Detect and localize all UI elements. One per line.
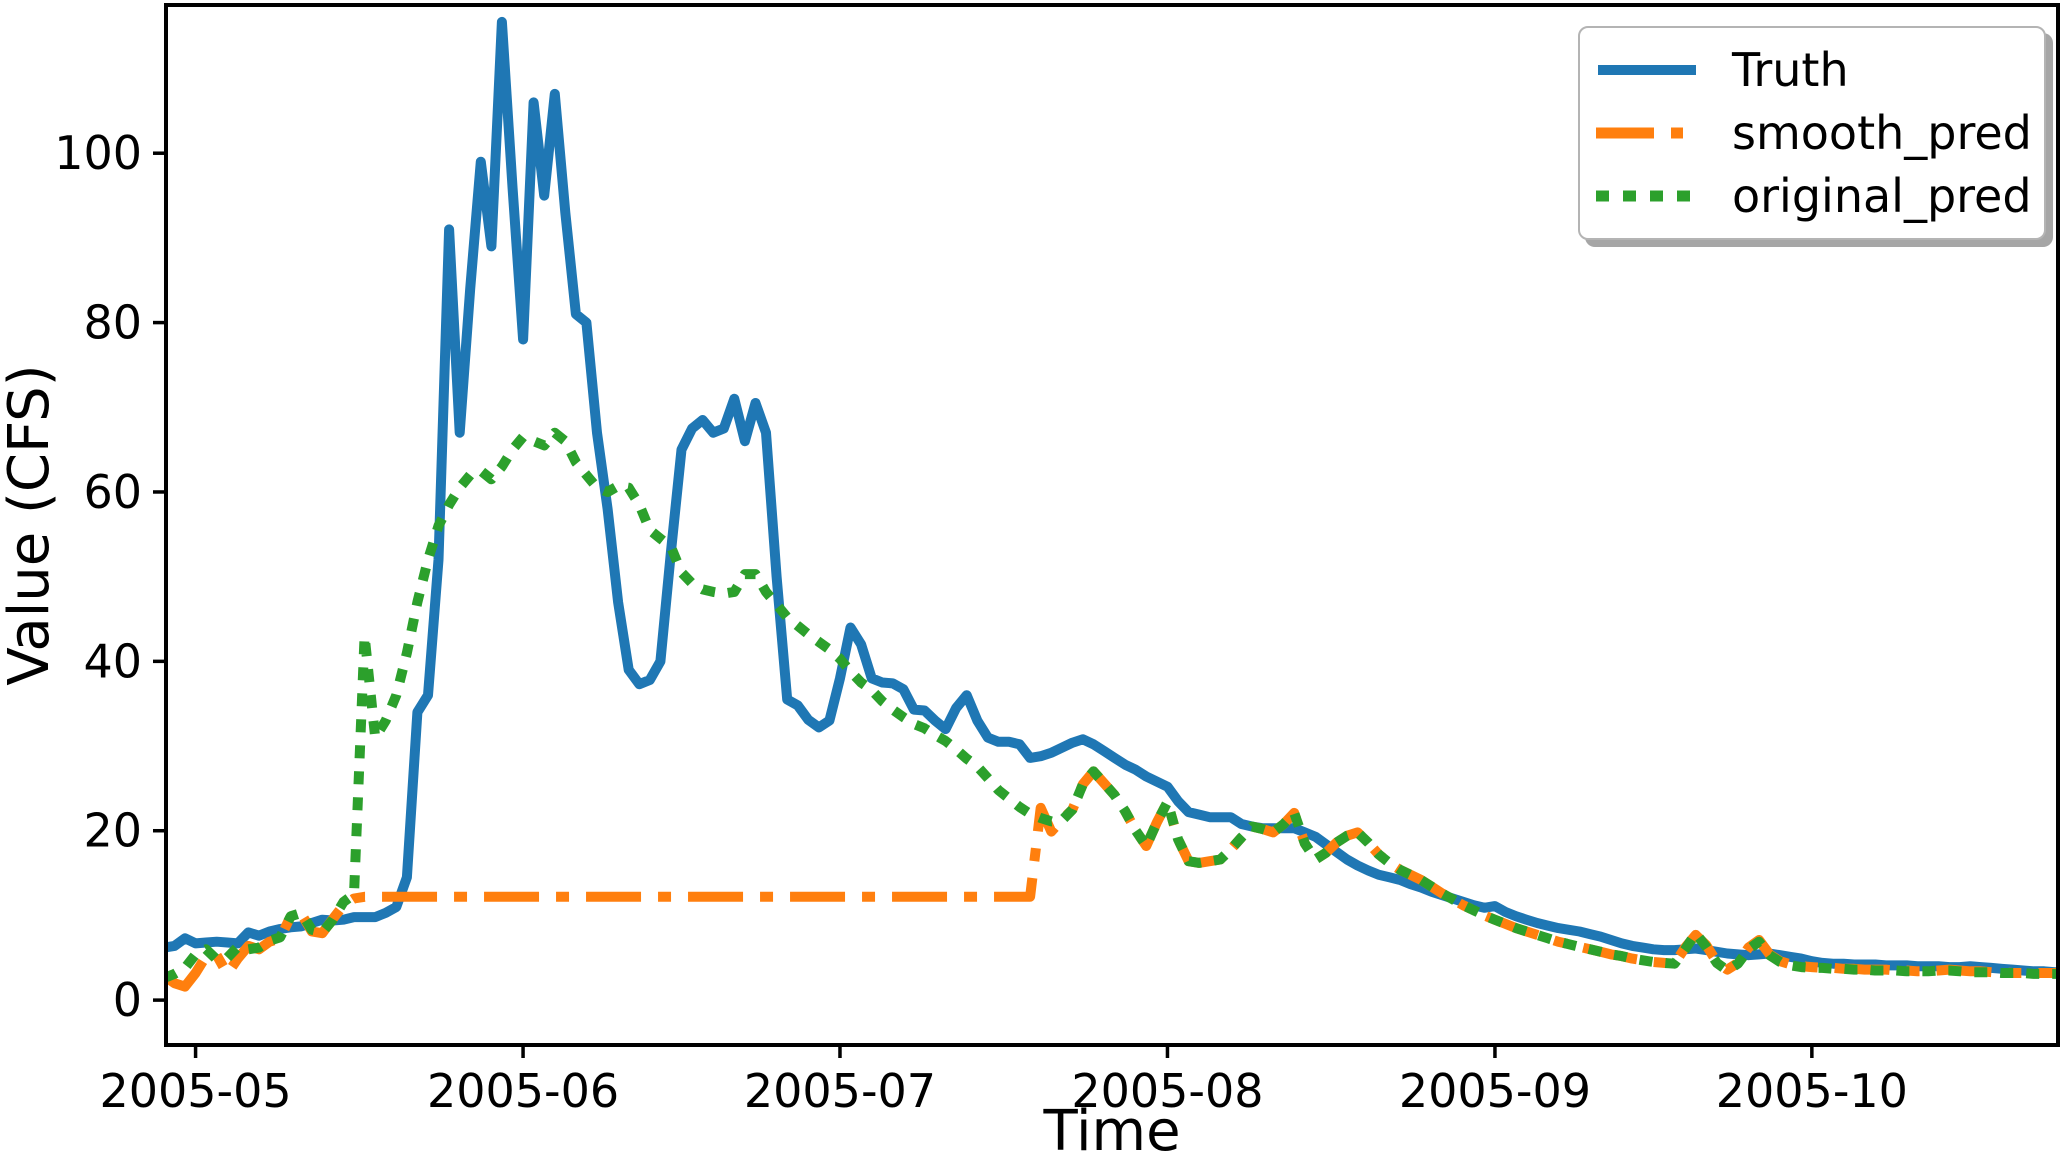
tick-label: 2005-08 — [1071, 1064, 1263, 1118]
legend-label-smooth-pred: smooth_pred — [1732, 105, 2032, 160]
axis-tick-labels: 2005-05 2005-06 2005-07 2005-08 2005-09 2005-… — [54, 126, 1908, 1118]
axis-ticks — [153, 151, 1814, 1058]
tick-label: 2005-09 — [1399, 1064, 1591, 1118]
tick-label: 100 — [54, 126, 142, 180]
legend-item-original-pred: original_pred — [1596, 165, 2044, 228]
truth-line-sample — [1598, 64, 1696, 75]
truth-line — [166, 16, 2058, 978]
x-axis-label: Time — [1042, 1099, 1180, 1160]
tick-label: 80 — [83, 296, 142, 350]
tick-label: 2005-06 — [427, 1064, 619, 1118]
tick-label: 2005-05 — [99, 1064, 291, 1118]
y-axis-label: Value (CFS) — [0, 364, 62, 685]
original-pred-line-sample — [1596, 190, 1698, 202]
smooth-pred-line-sample — [1596, 127, 1698, 139]
plot-frame — [164, 3, 2060, 1047]
legend-item-smooth-pred: smooth_pred — [1596, 101, 2044, 164]
legend: Truth smooth_pred original_pred — [1578, 26, 2046, 240]
smooth-pred-line — [166, 766, 2058, 992]
tick-label: 40 — [83, 634, 142, 688]
legend-label-original-pred: original_pred — [1732, 169, 2032, 224]
legend-label-truth: Truth — [1732, 42, 1849, 97]
tick-label: 60 — [83, 465, 142, 519]
legend-item-truth: Truth — [1596, 38, 2044, 101]
tick-label: 2005-10 — [1716, 1064, 1908, 1118]
tick-label: 20 — [83, 804, 142, 858]
tick-label: 2005-07 — [744, 1064, 936, 1118]
original-pred-line — [166, 427, 2058, 983]
tick-label: 0 — [113, 973, 142, 1027]
